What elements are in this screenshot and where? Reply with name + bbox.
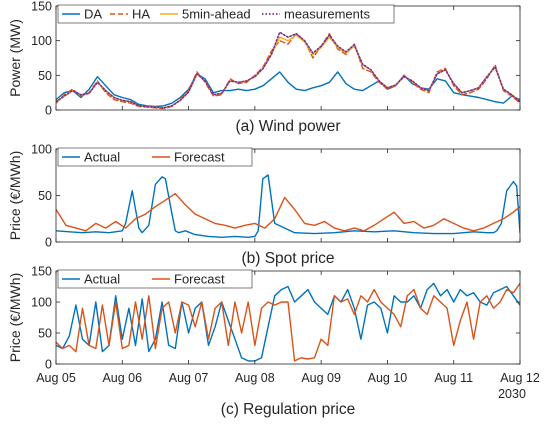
panel-caption: (a) Wind power <box>235 118 340 135</box>
legend-label: Forecast <box>174 150 225 165</box>
series-group <box>56 282 520 362</box>
y-tick-label: 0 <box>45 236 52 250</box>
legend-label: Forecast <box>174 272 225 287</box>
y-tick-label: 100 <box>31 143 52 157</box>
panel-wind-power: 0 50 100 150 Power (MW) (a) Wind power DA HA 5mi… <box>7 0 521 135</box>
y-axis-label: Price (€/MWh) <box>7 273 23 362</box>
x-tick-label: Aug 10 <box>368 371 408 385</box>
panel-spot-price: 0 50 100 Price (€/MWh) (b) Spot price Actual F… <box>7 143 521 267</box>
series-line-5min-ahead <box>56 34 520 109</box>
y-tick-label: 50 <box>38 69 52 83</box>
series-group <box>56 31 520 110</box>
axes-box <box>55 270 521 365</box>
y-tick-label: 50 <box>38 327 52 341</box>
series-line-ha <box>56 33 520 110</box>
legend: Actual Forecast <box>57 147 253 167</box>
y-tick-label: 100 <box>31 34 52 48</box>
series-group <box>56 174 520 238</box>
series-line-forecast <box>56 282 520 362</box>
y-tick-label: 0 <box>45 104 52 118</box>
series-line-actual <box>56 282 520 362</box>
y-axis-label: Power (MW) <box>7 19 23 97</box>
x-tick-label: Aug 08 <box>235 371 275 385</box>
y-axis-label: Price (€/MWh) <box>7 151 23 240</box>
panel-regulation-price: 0 50 100 150 Price (€/MWh) (c) Regulation pri… <box>7 265 540 419</box>
legend-box <box>57 4 395 24</box>
legend-label: measurements <box>284 7 370 22</box>
series-line-da <box>56 71 520 108</box>
series-line-actual <box>56 174 520 238</box>
y-tick-label: 100 <box>31 296 52 310</box>
y-tick-label: 0 <box>45 358 52 372</box>
y-tick-label: 150 <box>31 265 52 279</box>
x-tick-label: Aug 06 <box>102 371 142 385</box>
series-line-forecast <box>56 192 520 232</box>
legend-label: 5min-ahead <box>182 7 251 22</box>
y-tick-label: 50 <box>38 189 52 203</box>
legend-label: Actual <box>84 272 120 287</box>
legend: DA HA 5min-ahead measurements <box>57 4 395 24</box>
y-tick-label: 150 <box>31 0 52 14</box>
legend-label: Actual <box>84 150 120 165</box>
x-tick-label: Aug 11 <box>434 371 473 385</box>
legend-label: DA <box>84 7 102 22</box>
x-year-label: 2030 <box>498 387 526 401</box>
x-tick-label: Aug 07 <box>169 371 209 385</box>
x-tick-label: Aug 12 <box>500 371 540 385</box>
legend: Actual Forecast <box>57 269 253 289</box>
x-tick-label: Aug 09 <box>301 371 341 385</box>
panel-caption: (c) Regulation price <box>221 401 355 418</box>
series-line-measurements <box>56 31 520 109</box>
panel-caption: (b) Spot price <box>241 250 334 267</box>
x-tick-label: Aug 05 <box>36 371 76 385</box>
legend-label: HA <box>132 7 150 22</box>
